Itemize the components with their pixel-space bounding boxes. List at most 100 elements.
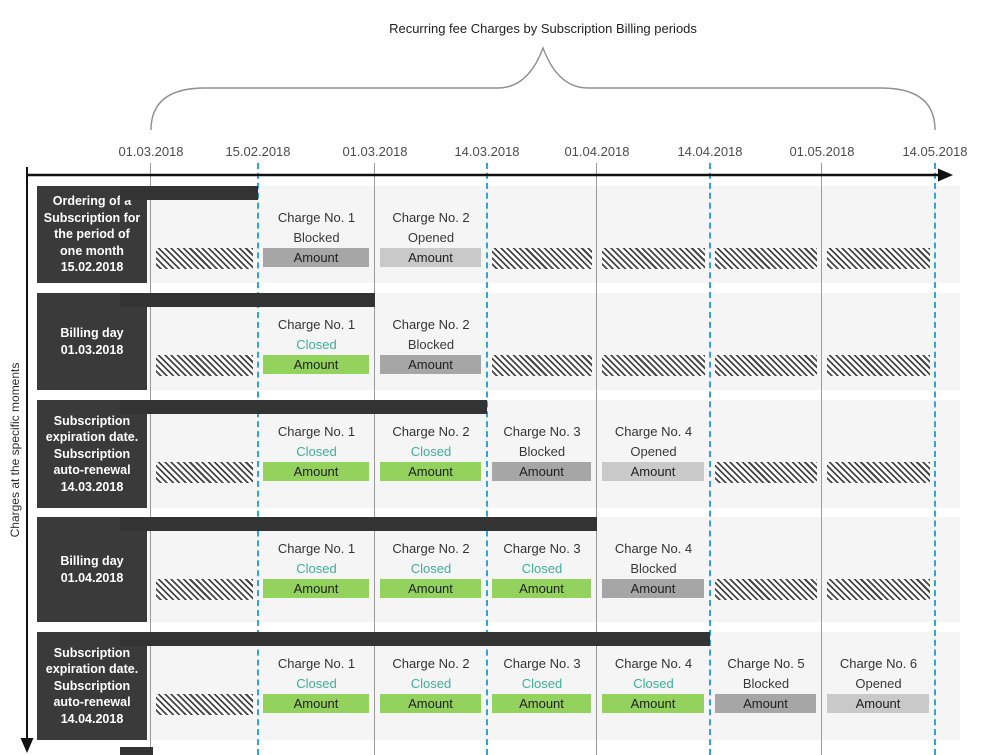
hatched-band (156, 579, 253, 600)
guide-line-dashed (934, 163, 936, 755)
charge-title: Charge No. 3 (503, 424, 581, 439)
amount-badge: Amount (827, 694, 929, 713)
amount-badge: Amount (715, 694, 816, 713)
charge-title: Charge No. 4 (614, 541, 693, 556)
amount-badge: Amount (492, 462, 591, 481)
charge-title: Charge No. 2 (392, 210, 470, 225)
charge-status: Closed (521, 676, 563, 691)
charge-title: Charge No. 2 (392, 656, 470, 671)
guide-line-dashed (709, 163, 711, 755)
amount-badge: Amount (263, 462, 369, 481)
row-background (148, 517, 960, 622)
charge-status: Closed (296, 561, 337, 576)
hatched-band (602, 355, 705, 376)
hatched-band (715, 579, 817, 600)
hatched-band (715, 355, 817, 376)
hatched-band (156, 694, 253, 715)
y-axis-label: Charges at the specific moments (8, 362, 22, 538)
hatched-band (492, 248, 592, 269)
charge-title: Charge No. 2 (392, 317, 470, 332)
amount-badge: Amount (492, 694, 591, 713)
guide-line-solid (374, 163, 375, 755)
amount-badge: Amount (380, 462, 481, 481)
charge-status: Closed (521, 561, 563, 576)
row-label: Billing day 01.04.2018 (37, 517, 147, 622)
charge-status: Closed (410, 444, 452, 459)
date-label: 01.03.2018 (118, 144, 184, 159)
guide-line-solid (821, 163, 822, 755)
charge-title: Charge No. 1 (277, 317, 356, 332)
diagram-title: Recurring fee Charges by Subscription Bi… (389, 21, 697, 36)
row-label: Subscription expiration date. Subscripti… (37, 400, 147, 508)
amount-badge: Amount (492, 579, 591, 598)
amount-badge: Amount (602, 694, 704, 713)
hatched-band (715, 248, 817, 269)
row-progress-bar (120, 517, 597, 531)
amount-badge: Amount (380, 694, 481, 713)
charge-title: Charge No. 3 (503, 541, 581, 556)
amount-badge: Amount (263, 355, 369, 374)
amount-badge: Amount (602, 579, 704, 598)
hatched-band (827, 462, 930, 483)
charge-title: Charge No. 1 (277, 541, 356, 556)
guide-line-solid (596, 163, 597, 755)
row-progress-bar (120, 632, 710, 646)
hatched-band (156, 462, 253, 483)
amount-badge: Amount (602, 462, 704, 481)
charge-title: Charge No. 2 (392, 424, 470, 439)
charge-status: Closed (296, 337, 337, 352)
row-progress-bar (120, 400, 487, 414)
guide-line-dashed (486, 163, 488, 755)
date-label: 01.03.2018 (342, 144, 408, 159)
charge-title: Charge No. 1 (277, 424, 356, 439)
charge-title: Charge No. 4 (614, 424, 693, 439)
next-row-bar-partial (120, 747, 153, 755)
hatched-band (827, 355, 930, 376)
hatched-band (492, 355, 592, 376)
charge-status: Blocked (742, 676, 790, 691)
charge-title: Charge No. 6 (839, 656, 918, 671)
hatched-band (827, 248, 930, 269)
date-label: 01.05.2018 (789, 144, 855, 159)
date-label: 14.05.2018 (902, 144, 968, 159)
amount-badge: Amount (263, 248, 369, 267)
charge-status: Opened (407, 230, 455, 245)
amount-badge: Amount (380, 579, 481, 598)
charge-status: Blocked (293, 230, 340, 245)
row-label: Ordering of a Subscription for the perio… (37, 186, 147, 283)
row-progress-bar (120, 293, 375, 307)
charge-title: Charge No. 4 (614, 656, 693, 671)
date-label: 14.04.2018 (677, 144, 743, 159)
charge-status: Opened (630, 444, 677, 459)
row-background (148, 632, 960, 740)
charge-title: Charge No. 1 (277, 656, 356, 671)
charge-status: Blocked (407, 337, 455, 352)
hatched-band (156, 355, 253, 376)
charge-status: Closed (633, 676, 674, 691)
guide-line-dashed (257, 163, 259, 755)
date-label: 01.04.2018 (564, 144, 630, 159)
charge-status: Closed (296, 676, 337, 691)
row-background (148, 400, 960, 508)
charge-status: Closed (410, 561, 452, 576)
amount-badge: Amount (380, 248, 481, 267)
charge-status: Opened (855, 676, 902, 691)
brace (150, 46, 936, 131)
charge-title: Charge No. 1 (277, 210, 356, 225)
hatched-band (602, 248, 705, 269)
x-axis-arrow-icon (938, 168, 953, 182)
date-label: 14.03.2018 (454, 144, 520, 159)
y-axis-arrow-icon (20, 738, 34, 753)
charge-title: Charge No. 3 (503, 656, 581, 671)
charge-status: Blocked (630, 561, 677, 576)
date-label: 15.02.2018 (225, 144, 291, 159)
amount-badge: Amount (380, 355, 481, 374)
row-progress-bar (120, 186, 258, 200)
charge-status: Closed (296, 444, 337, 459)
guide-line-solid (150, 163, 151, 755)
charge-title: Charge No. 5 (727, 656, 805, 671)
hatched-band (715, 462, 817, 483)
charge-title: Charge No. 2 (392, 541, 470, 556)
